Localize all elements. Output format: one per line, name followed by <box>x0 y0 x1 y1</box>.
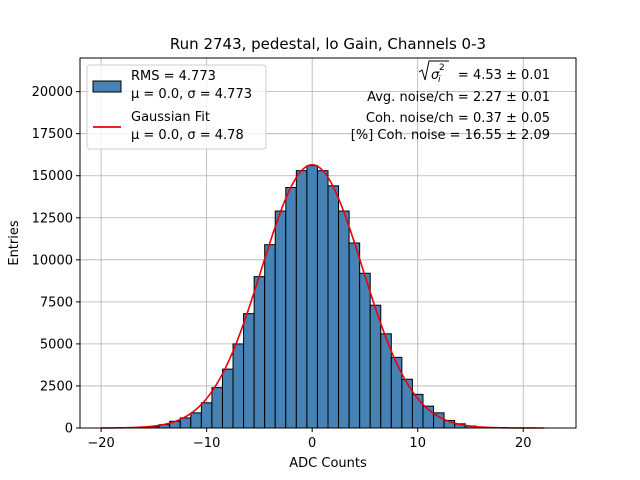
histogram-bar <box>221 368 234 429</box>
legend-histogram-swatch <box>92 80 122 93</box>
axis-ticks: −20 −10 0 10 20 0 2500 5000 7500 10000 12500 15000 1… <box>32 85 532 451</box>
histogram-bar <box>253 276 266 429</box>
annotation-total-noise: = 4.53 ± 0.01 <box>458 68 550 83</box>
y-tick-label: 7500 <box>40 295 73 310</box>
histogram-bar <box>327 185 340 429</box>
x-tick-label: −20 <box>87 436 114 451</box>
svg-text:2: 2 <box>439 63 445 73</box>
histogram-bar <box>369 304 382 429</box>
annotation-avg-noise: Avg. noise/ch = 2.27 ± 0.01 <box>367 90 550 105</box>
x-axis-label: ADC Counts <box>289 456 367 471</box>
legend-fit-label: Gaussian Fit <box>131 110 210 125</box>
y-tick-label: 2500 <box>40 379 73 394</box>
annotation-coh-noise: Coh. noise/ch = 0.37 ± 0.05 <box>366 111 550 126</box>
histogram-bar <box>264 244 276 429</box>
x-tick-label: −10 <box>193 436 220 451</box>
histogram-bar <box>243 313 255 429</box>
gaussian-fit-curve <box>101 163 545 429</box>
histogram-bar <box>295 170 308 429</box>
y-tick-label: 0 <box>65 422 73 437</box>
plot-frame <box>79 57 577 429</box>
legend-box <box>86 64 267 150</box>
y-tick-label: 12500 <box>32 211 73 226</box>
x-tick-label: 0 <box>308 436 316 451</box>
svg-text:i: i <box>438 75 441 85</box>
y-tick-label: 5000 <box>40 337 73 352</box>
histogram-bar <box>338 210 350 429</box>
histogram-bar <box>200 402 213 429</box>
y-tick-label: 10000 <box>32 253 73 268</box>
svg-text:σ: σ <box>431 68 440 83</box>
histogram-bar <box>211 387 223 429</box>
sqrt-symbol: σ i 2 <box>418 60 449 85</box>
histogram-bar <box>306 165 318 429</box>
legend-histogram-label: RMS = 4.773 <box>131 69 216 84</box>
histogram-bar <box>401 378 413 429</box>
y-tick-label: 17500 <box>32 127 73 142</box>
histogram-bar <box>190 412 202 429</box>
gaussian-fit-line <box>101 163 545 429</box>
histogram-bars <box>137 165 487 429</box>
chart-title: Run 2743, pedestal, lo Gain, Channels 0-… <box>170 35 486 53</box>
x-tick-label: 20 <box>515 436 532 451</box>
y-tick-label: 20000 <box>32 85 73 100</box>
noise-annotations: σ i 2 = 4.53 ± 0.01 Avg. noise/ch = 2.27… <box>351 60 550 143</box>
legend-histogram-sublabel: μ = 0.0, σ = 4.773 <box>131 87 252 102</box>
legend-fit-sublabel: μ = 0.0, σ = 4.78 <box>131 128 244 143</box>
y-tick-label: 15000 <box>32 169 73 184</box>
histogram-bar <box>348 242 361 429</box>
x-tick-label: 10 <box>409 436 426 451</box>
histogram-bar <box>285 187 297 429</box>
y-axis-label: Entries <box>7 220 22 266</box>
histogram-bar <box>390 356 403 429</box>
histogram-bar <box>359 272 371 429</box>
legend: RMS = 4.773 μ = 0.0, σ = 4.773 Gaussian … <box>86 64 267 150</box>
histogram-bar <box>274 210 287 429</box>
histogram-bar <box>316 170 329 429</box>
annotation-coh-noise-percent: [%] Coh. noise = 16.55 ± 2.09 <box>351 128 550 143</box>
histogram-bar <box>232 343 245 429</box>
